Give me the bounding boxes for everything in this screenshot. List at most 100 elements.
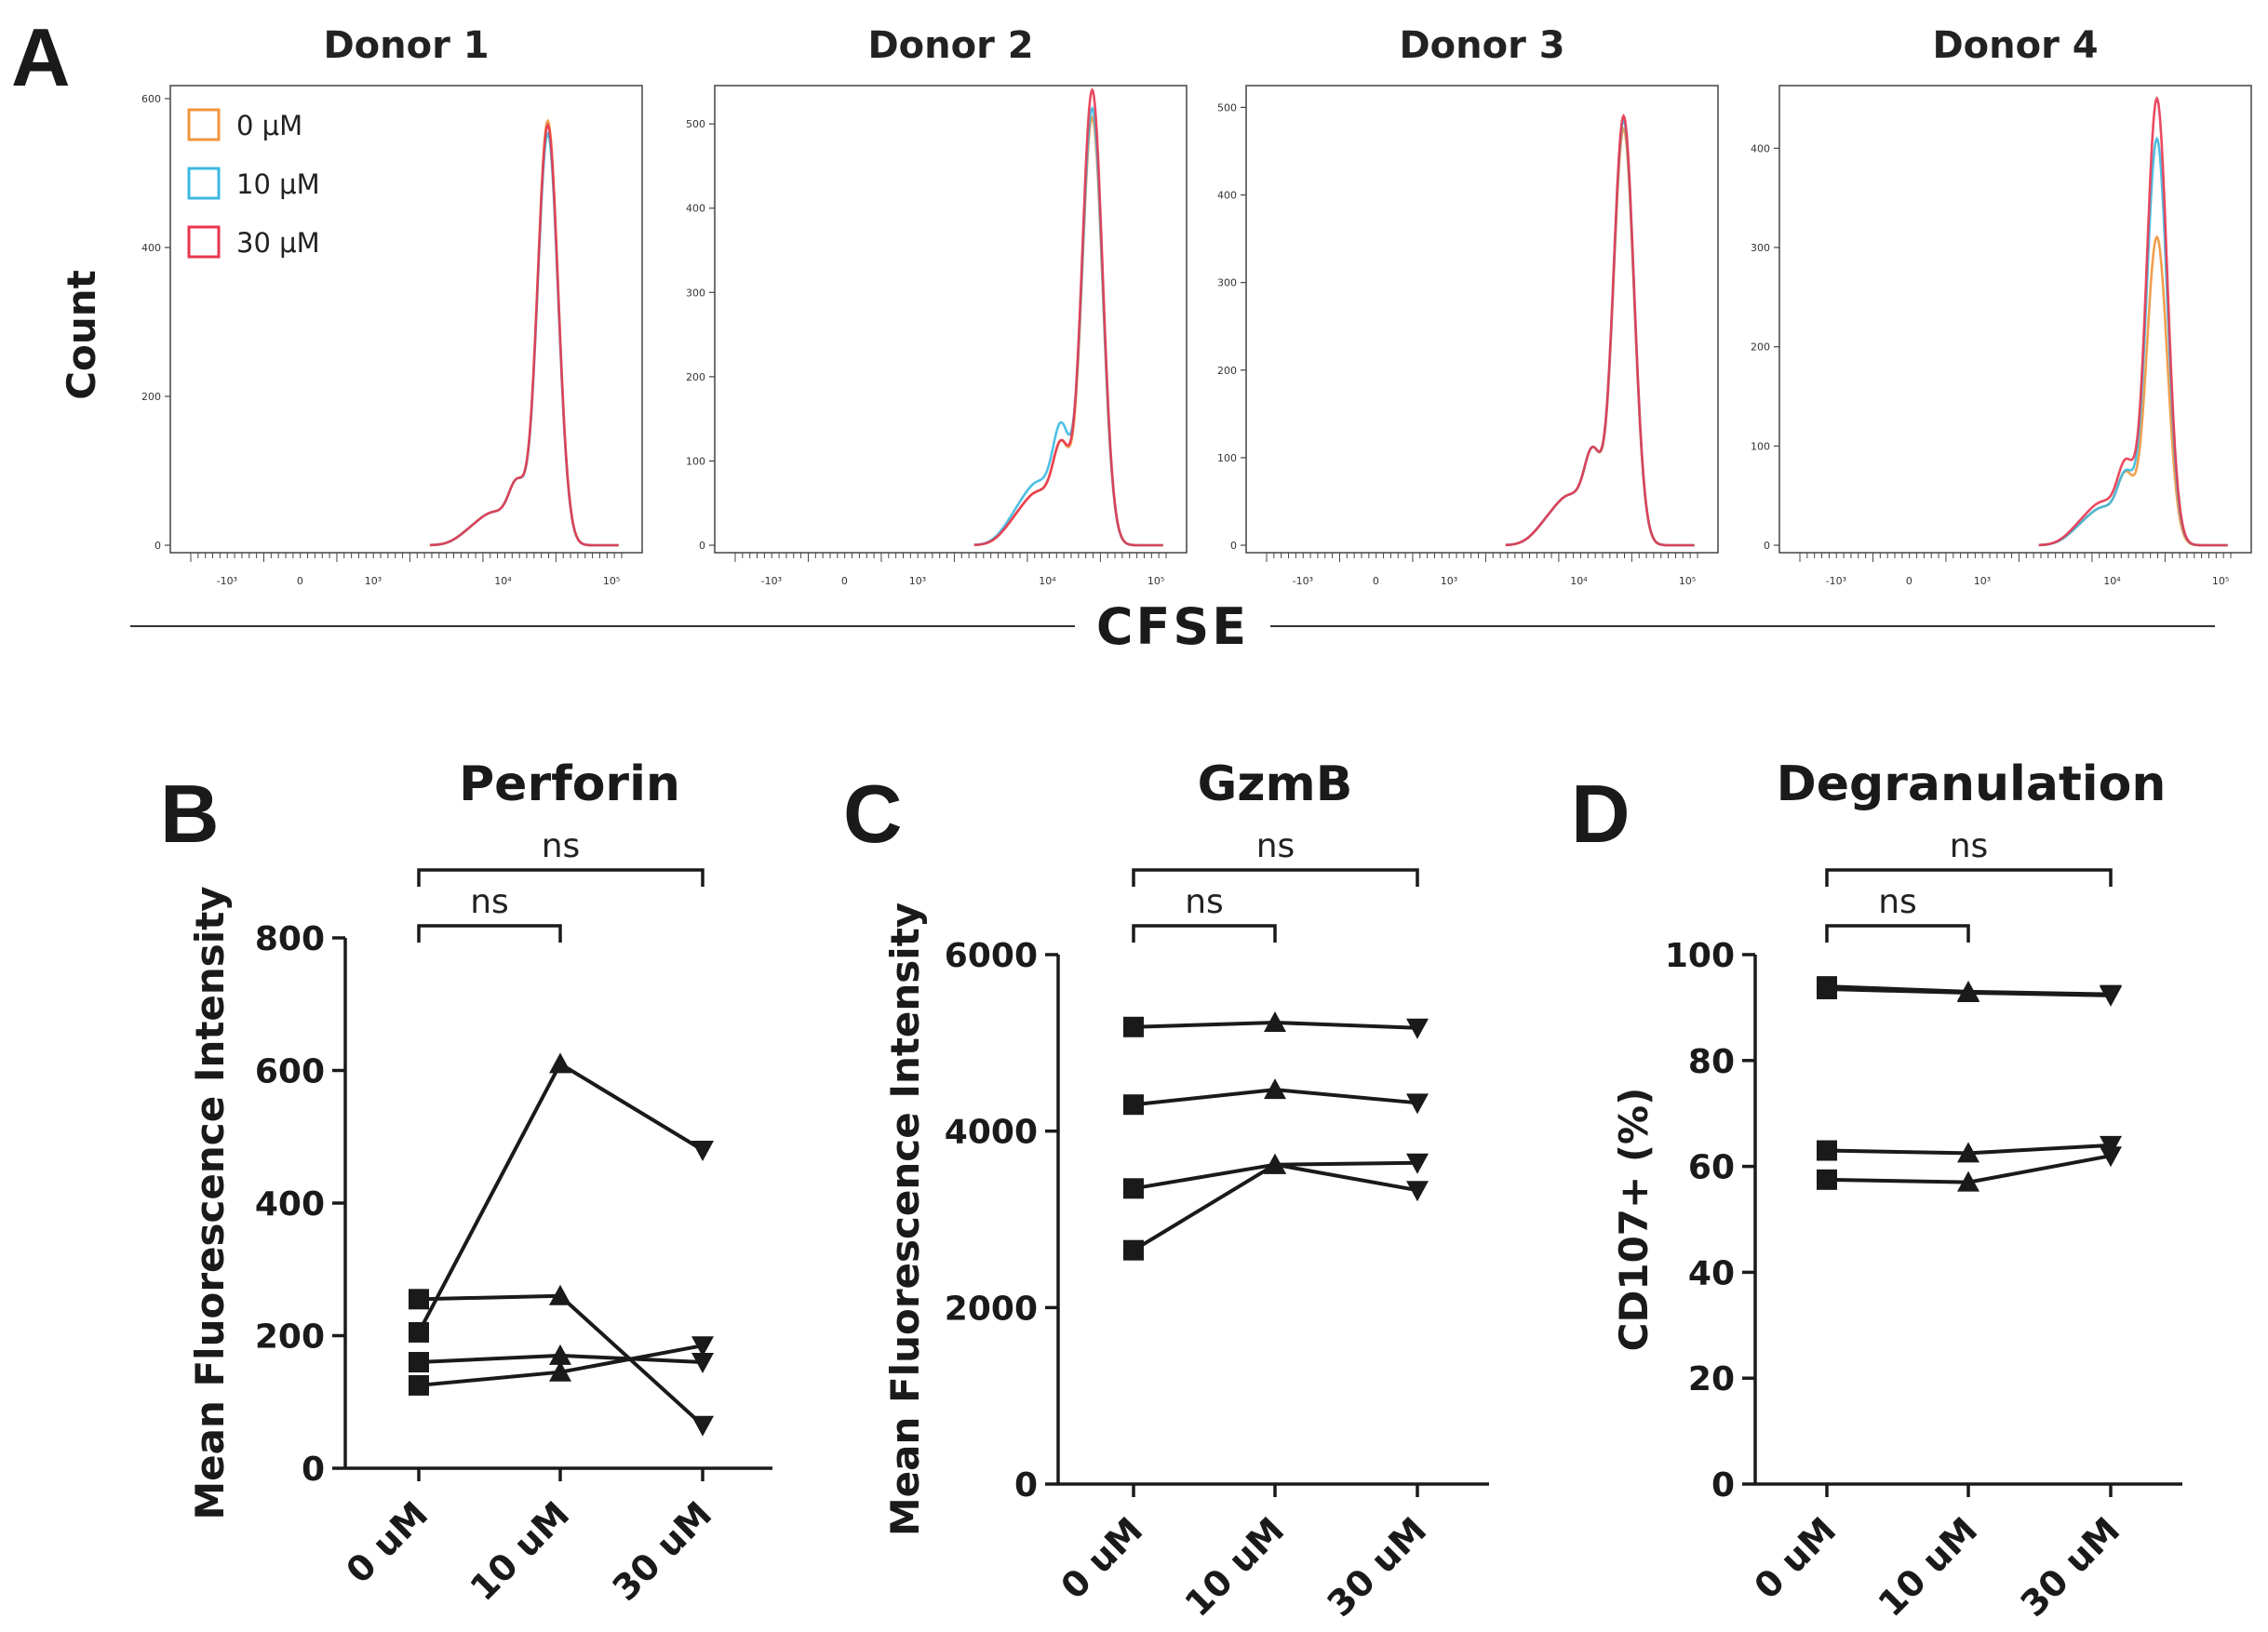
chart-title: Perforin <box>459 756 680 812</box>
x-tick-label: 0 <box>841 575 848 587</box>
x-tick-label: 0 <box>1373 575 1379 587</box>
histogram-curve-30M <box>973 87 1163 547</box>
data-point-donor-4-0-uM <box>1817 1169 1837 1190</box>
y-tick-label: 0 <box>302 1451 325 1489</box>
data-point-donor-3-30-uM <box>1406 1153 1429 1174</box>
significance-label-1: ns <box>1878 883 1917 921</box>
x-tick-label-30-uM: 30 uM <box>1320 1509 1435 1625</box>
x-tick-label: 10³ <box>365 575 382 587</box>
x-tick-label: 10⁴ <box>1039 575 1056 587</box>
legend-label-2: 10 μM <box>236 168 320 200</box>
legend-swatch-3 <box>187 225 221 259</box>
y-tick-label: 100 <box>686 455 705 467</box>
histogram-curve-30M <box>429 122 619 547</box>
data-point-donor-1-0-uM <box>1123 1016 1144 1037</box>
significance-bracket-1 <box>417 924 562 943</box>
y-axis-label: Mean Fluorescence Intensity <box>882 903 928 1536</box>
y-tick-label: 800 <box>255 920 325 958</box>
chart-title: Degranulation <box>1777 756 2167 812</box>
significance-label-1: ns <box>1185 883 1224 921</box>
x-tick-label: 10⁵ <box>1679 575 1696 587</box>
histogram-donor-2: Donor 2 0 100 200 300 400 500 -10³ 0 10³ 10⁴ 10⁵ <box>686 24 1188 587</box>
y-tick-label: 60 <box>1688 1149 1735 1187</box>
histogram-curve-10M <box>1505 117 1695 547</box>
data-point-donor-1-30-uM <box>691 1141 714 1161</box>
y-tick-label: 300 <box>1217 277 1237 289</box>
data-point-donor-2-10-uM <box>1264 1078 1286 1100</box>
data-point-donor-3-30-uM <box>2100 1135 2122 1157</box>
x-tick-label: -10³ <box>1293 575 1313 587</box>
histogram-curve-10M <box>429 131 619 547</box>
y-tick-label: 200 <box>686 371 705 383</box>
y-tick-label: 20 <box>1688 1360 1735 1398</box>
histogram-curve-10M <box>973 105 1163 547</box>
panel-letter-c: C <box>843 768 903 860</box>
x-tick-label-0-uM: 0 uM <box>338 1493 436 1591</box>
x-tick-label-0-uM: 0 uM <box>1053 1509 1150 1607</box>
y-tick-label: 500 <box>686 118 705 130</box>
donor-title: Donor 4 <box>1932 24 2098 67</box>
panel-d-degranulation-chart: Degranulation CD107+ (%) 0 20 40 60 80 100 0 uM 1… <box>1611 756 2182 1625</box>
panel-a-histograms: Donor 1 0 200 400 600 -10³ 0 10³ 10⁴ 10⁵ Donor 2 0 1… <box>59 24 2252 656</box>
y-tick-label: 400 <box>1751 142 1770 154</box>
significance-label-2: ns <box>542 827 581 865</box>
histogram-curve-0M <box>429 118 619 547</box>
y-tick-label: 0 <box>1230 540 1237 552</box>
y-tick-label: 500 <box>1217 101 1237 114</box>
data-point-donor-3-30-uM <box>691 1353 714 1373</box>
donor-title: Donor 3 <box>1399 24 1564 67</box>
data-point-donor-3-0-uM <box>1123 1178 1144 1199</box>
significance-bracket-2 <box>1825 868 2113 887</box>
y-tick-label: 400 <box>141 242 161 254</box>
y-tick-label: 0 <box>699 540 705 552</box>
x-tick-label: 0 <box>297 575 303 587</box>
histogram-curve-30M <box>1505 114 1695 547</box>
histogram-curve-0M <box>973 114 1163 547</box>
histogram-frame <box>714 85 1188 554</box>
chart-title: GzmB <box>1198 756 1353 812</box>
x-tick-label: 10³ <box>909 575 926 587</box>
x-tick-label: -10³ <box>217 575 237 587</box>
count-axis-label: Count <box>59 270 104 400</box>
y-tick-label: 2000 <box>945 1290 1038 1328</box>
data-point-donor-3-0-uM <box>409 1352 429 1372</box>
y-tick-label: 200 <box>141 391 161 403</box>
y-tick-label: 400 <box>686 203 705 215</box>
data-point-donor-2-30-uM <box>2100 985 2122 1007</box>
panel-letter-a: A <box>11 11 71 103</box>
data-point-donor-4-10-uM <box>1264 1153 1286 1174</box>
y-tick-label: 200 <box>255 1318 325 1357</box>
y-axis-label: Mean Fluorescence Intensity <box>187 886 233 1519</box>
x-tick-label: -10³ <box>761 575 782 587</box>
data-point-donor-1-0-uM <box>409 1321 429 1343</box>
significance-bracket-2 <box>417 868 705 887</box>
x-tick-label: -10³ <box>1826 575 1846 587</box>
x-tick-label-30-uM: 30 uM <box>2013 1509 2128 1625</box>
x-tick-label: 10⁴ <box>2103 575 2121 587</box>
y-tick-label: 100 <box>1751 440 1770 452</box>
significance-label-1: ns <box>470 883 509 921</box>
series-line-donor-4 <box>1132 1162 1418 1252</box>
histogram-curve-0M <box>2038 234 2228 547</box>
data-point-donor-4-0-uM <box>409 1374 429 1396</box>
x-tick-label-10-uM: 10 uM <box>1177 1509 1293 1625</box>
y-tick-label: 0 <box>1711 1466 1735 1505</box>
histogram-donor-1: Donor 1 0 200 400 600 -10³ 0 10³ 10⁴ 10⁵ <box>141 24 643 587</box>
donor-title: Donor 1 <box>323 24 489 67</box>
y-tick-label: 0 <box>154 540 161 552</box>
data-point-donor-2-0-uM <box>1817 978 1837 999</box>
y-axis-label: CD107+ (%) <box>1611 1088 1657 1352</box>
data-point-donor-1-10-uM <box>1264 1011 1286 1033</box>
y-tick-label: 4000 <box>945 1114 1038 1152</box>
histogram-frame <box>1245 85 1719 554</box>
x-tick-label: 10³ <box>1441 575 1457 587</box>
data-point-donor-4-10-uM <box>549 1360 571 1382</box>
histogram-curve-0M <box>1505 127 1695 547</box>
y-tick-label: 400 <box>255 1185 325 1224</box>
y-tick-label: 0 <box>1014 1466 1038 1505</box>
donor-title: Donor 2 <box>867 24 1033 67</box>
x-tick-label: 0 <box>1906 575 1912 587</box>
data-point-donor-3-0-uM <box>1817 1140 1837 1161</box>
significance-bracket-1 <box>1825 924 1970 943</box>
histogram-frame <box>169 85 643 554</box>
